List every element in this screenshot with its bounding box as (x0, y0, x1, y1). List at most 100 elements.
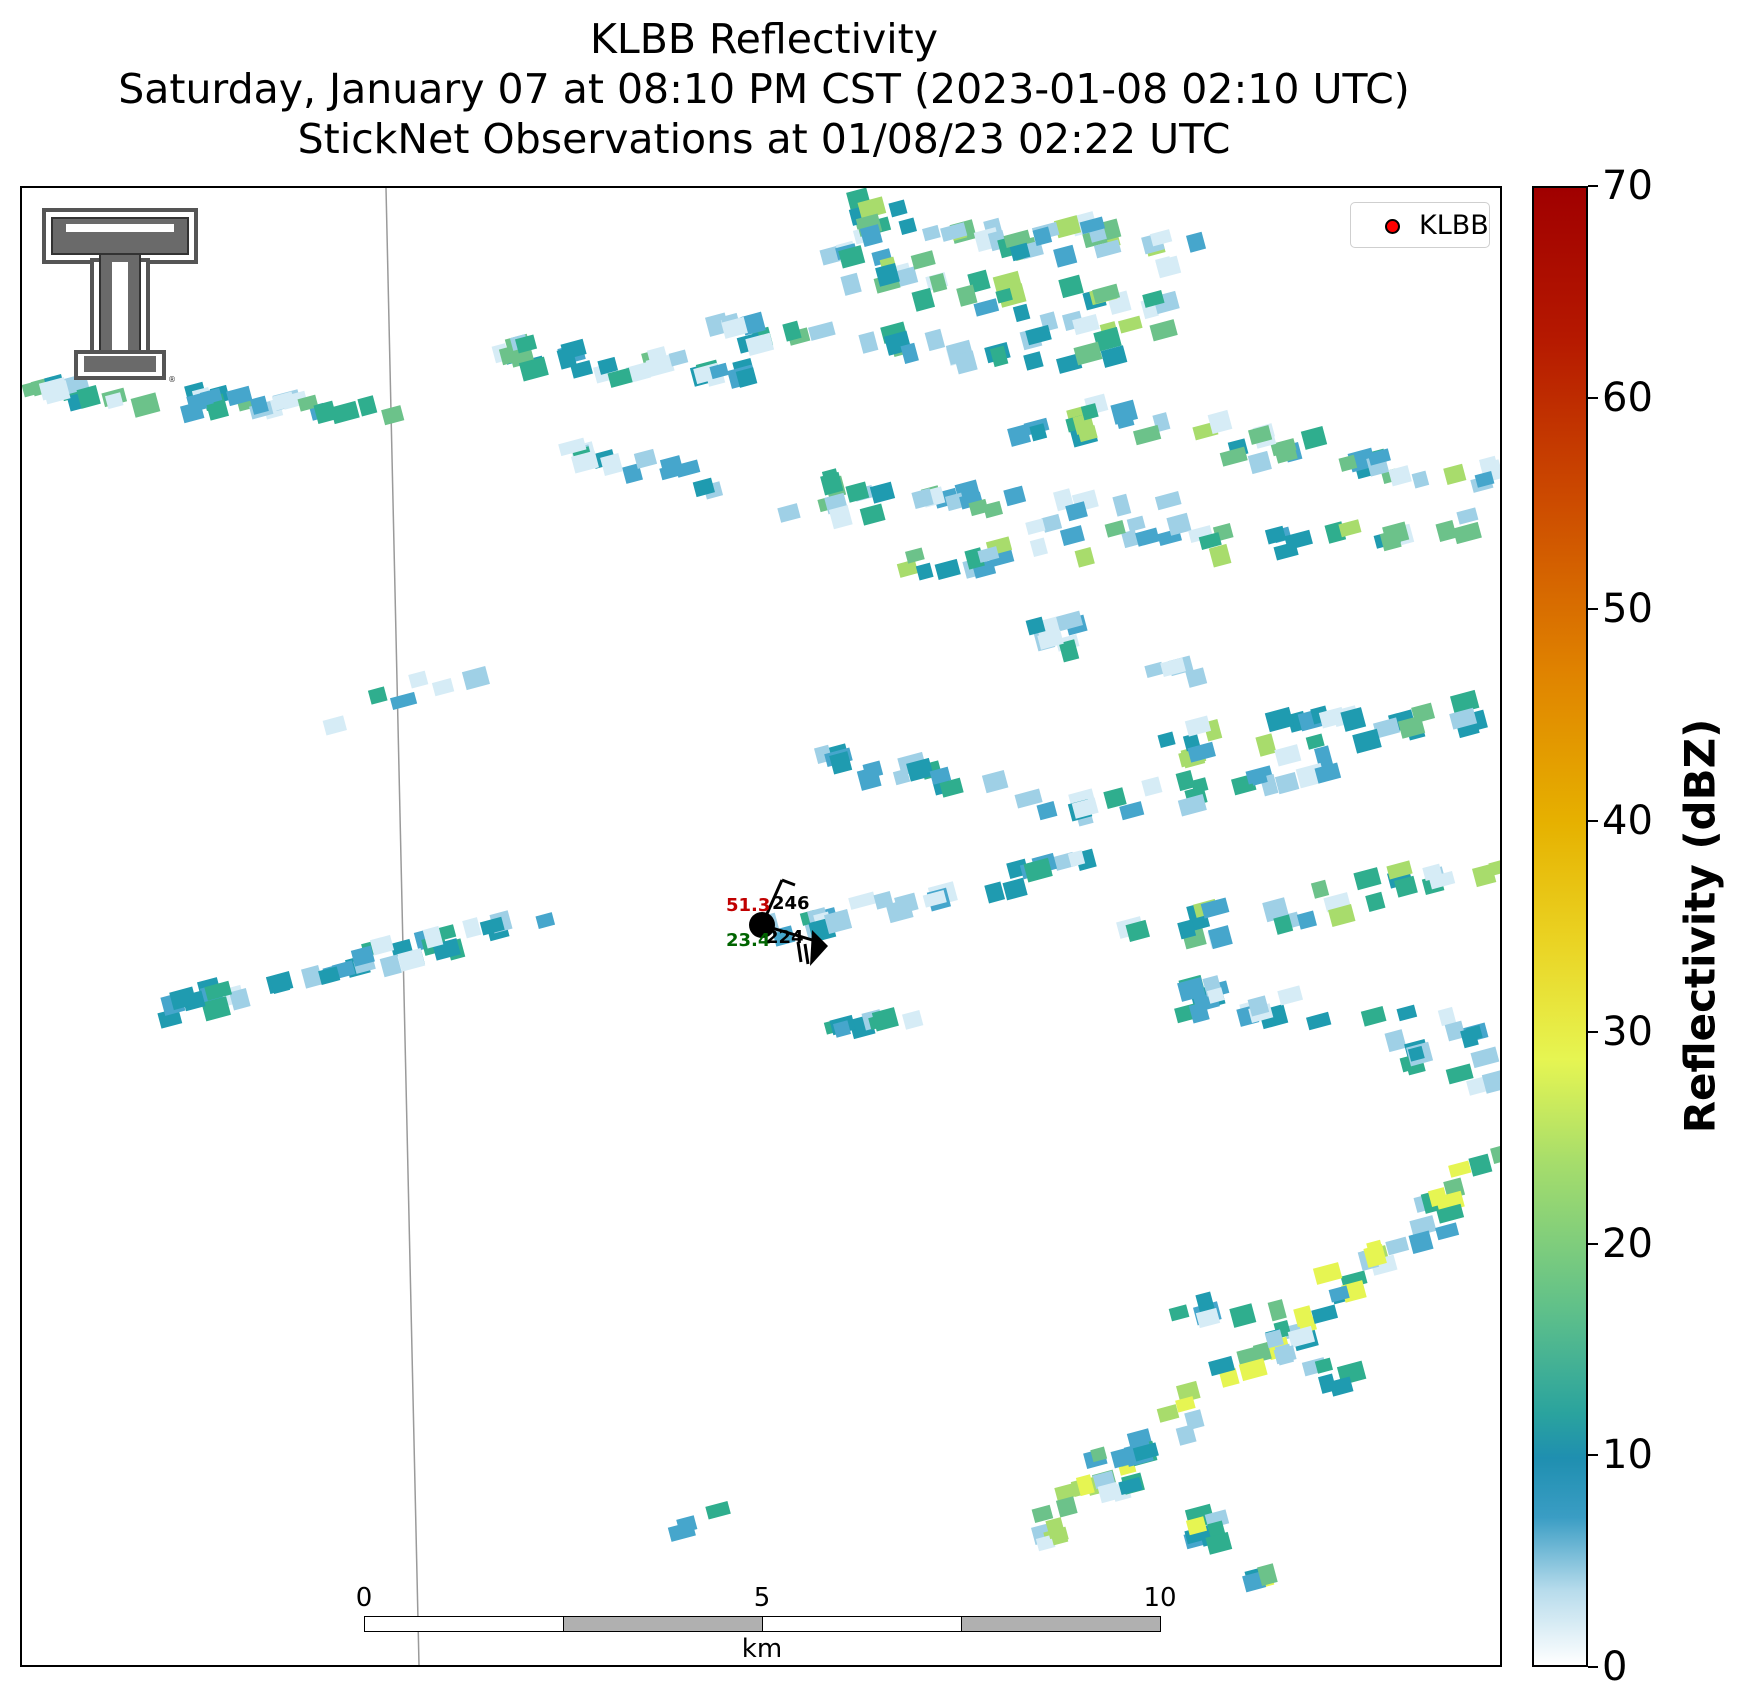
radar-echo-cell (989, 345, 1009, 368)
scale-tick-10: 10 (1143, 1583, 1177, 1613)
radar-echo-cell (973, 298, 1000, 317)
radar-echo-cell (1306, 1011, 1332, 1031)
radar-echo-cell (607, 367, 633, 388)
radar-echo-cell (898, 217, 917, 236)
radar-echo-cell (1274, 744, 1302, 767)
radar-echo-cell (1352, 728, 1382, 754)
scale-segment-4 (961, 1616, 1161, 1632)
radar-echo-cell (1411, 470, 1430, 489)
radar-echo-cell (829, 751, 853, 775)
radar-echo-cell (1310, 879, 1330, 899)
radar-echo-cell (1394, 875, 1418, 898)
radar-echo-cell (745, 332, 775, 357)
radar-echo-cell (367, 686, 388, 705)
radar-echo-cell (157, 1007, 183, 1029)
radar-echo-cell (1435, 519, 1457, 542)
radar-echo-cell (1077, 425, 1098, 443)
radar-echo-cell (313, 400, 338, 425)
radar-echo-cell (1328, 904, 1356, 928)
radar-echo-cell (1025, 616, 1046, 636)
radar-echo-cell (1126, 515, 1146, 532)
radar-echo-cell (1207, 925, 1233, 950)
radar-echo-cell (269, 973, 291, 995)
radar-echo-cell (1031, 1504, 1054, 1524)
radar-echo-cell (915, 562, 934, 581)
radar-echo-cell (668, 349, 689, 367)
radar-echo-cell (901, 1009, 924, 1030)
radar-echo-cell (556, 346, 577, 370)
radar-echo-cell (1003, 485, 1027, 507)
radar-echo-cell (408, 670, 429, 689)
radar-echo-cell (1367, 448, 1391, 466)
radar-echo-cell (735, 367, 758, 388)
radar-echo-cell (956, 284, 978, 307)
radar-echo-cell (1142, 290, 1165, 308)
radar-echo-cell (1097, 1481, 1121, 1504)
radar-echo-cell (397, 948, 426, 972)
radar-echo-cell (1149, 319, 1178, 342)
legend-label: KLBB (1419, 210, 1489, 241)
radar-echo-cell (1168, 1304, 1190, 1322)
radar-echo-cell (911, 287, 936, 312)
radar-echo-cell (869, 481, 896, 504)
radar-echo-cell (1036, 801, 1058, 821)
radar-echo-cell (905, 547, 925, 564)
title-line-1: KLBB Reflectivity (590, 15, 938, 63)
radar-echo-cell (204, 980, 232, 1001)
radar-echo-cell (807, 321, 836, 341)
radar-echo-cell (1198, 532, 1222, 550)
radar-echo-cell (390, 691, 418, 710)
radar-echo-cell (625, 362, 652, 384)
colorbar-tick-label: 30 (1602, 1009, 1653, 1056)
radar-echo-cell (1318, 706, 1346, 729)
radar-echo-cell (838, 245, 866, 269)
radar-echo-cell (105, 392, 124, 410)
radar-echo-cell (1053, 244, 1078, 268)
radar-echo-cell (1175, 770, 1196, 792)
colorbar-tick-mark (1588, 1454, 1598, 1457)
radar-echo-cell (369, 934, 395, 956)
radar-echo-cell (301, 965, 324, 989)
radar-echo-cell (1187, 741, 1216, 763)
colorbar-title: Reflectivity (dBZ) (1675, 718, 1725, 1134)
radar-echo-cell (1300, 426, 1328, 450)
radar-echo-cell (1007, 423, 1031, 447)
radar-echo-cell (1386, 860, 1413, 880)
radar-echo-cell (1014, 788, 1043, 809)
radar-echo-cell (1184, 715, 1212, 737)
radar-echo-cell (892, 768, 911, 786)
radar-echo-cell (1409, 1215, 1437, 1237)
radar-echo-cell (1156, 1404, 1180, 1423)
colorbar-tick-label: 20 (1602, 1220, 1653, 1267)
radar-echo-cell (1012, 303, 1031, 323)
radar-echo-cell (873, 891, 894, 910)
radar-echo-cell (1166, 512, 1192, 536)
texas-tech-double-t-logo: ® (42, 208, 198, 384)
radar-echo-cell (535, 912, 556, 929)
radar-echo-cell (721, 316, 748, 339)
radar-echo-cell (169, 986, 197, 1011)
radar-echo-cell (995, 288, 1013, 304)
station-model-wind-barb-icon (749, 878, 828, 966)
radar-echo-cell (1311, 1304, 1339, 1324)
radar-echo-cell (1125, 919, 1150, 943)
radar-echo-cell (1247, 995, 1270, 1017)
radar-echo-cell (929, 766, 952, 785)
radar-echo-cell (1093, 326, 1122, 352)
radar-echo-cell (1329, 1376, 1354, 1397)
radar-echo-cell (1072, 313, 1100, 336)
scale-segment-2 (563, 1616, 763, 1632)
radar-echo-cell (633, 448, 658, 469)
radar-echo-cell (896, 559, 919, 578)
radar-echo-cell (939, 777, 964, 798)
radar-echo-cell (1264, 525, 1287, 545)
radar-echo-cell (1135, 527, 1160, 547)
radar-echo-cell (1372, 717, 1401, 739)
radar-echo-cell (868, 1013, 890, 1030)
radar-echo-cell (1305, 733, 1325, 750)
radar-echo-cell (1490, 1142, 1500, 1164)
radar-echo-cell (1229, 1303, 1257, 1328)
radar-echo-cell (910, 250, 936, 270)
radar-echo-cell (645, 354, 675, 378)
radar-echo-cell (250, 395, 269, 415)
